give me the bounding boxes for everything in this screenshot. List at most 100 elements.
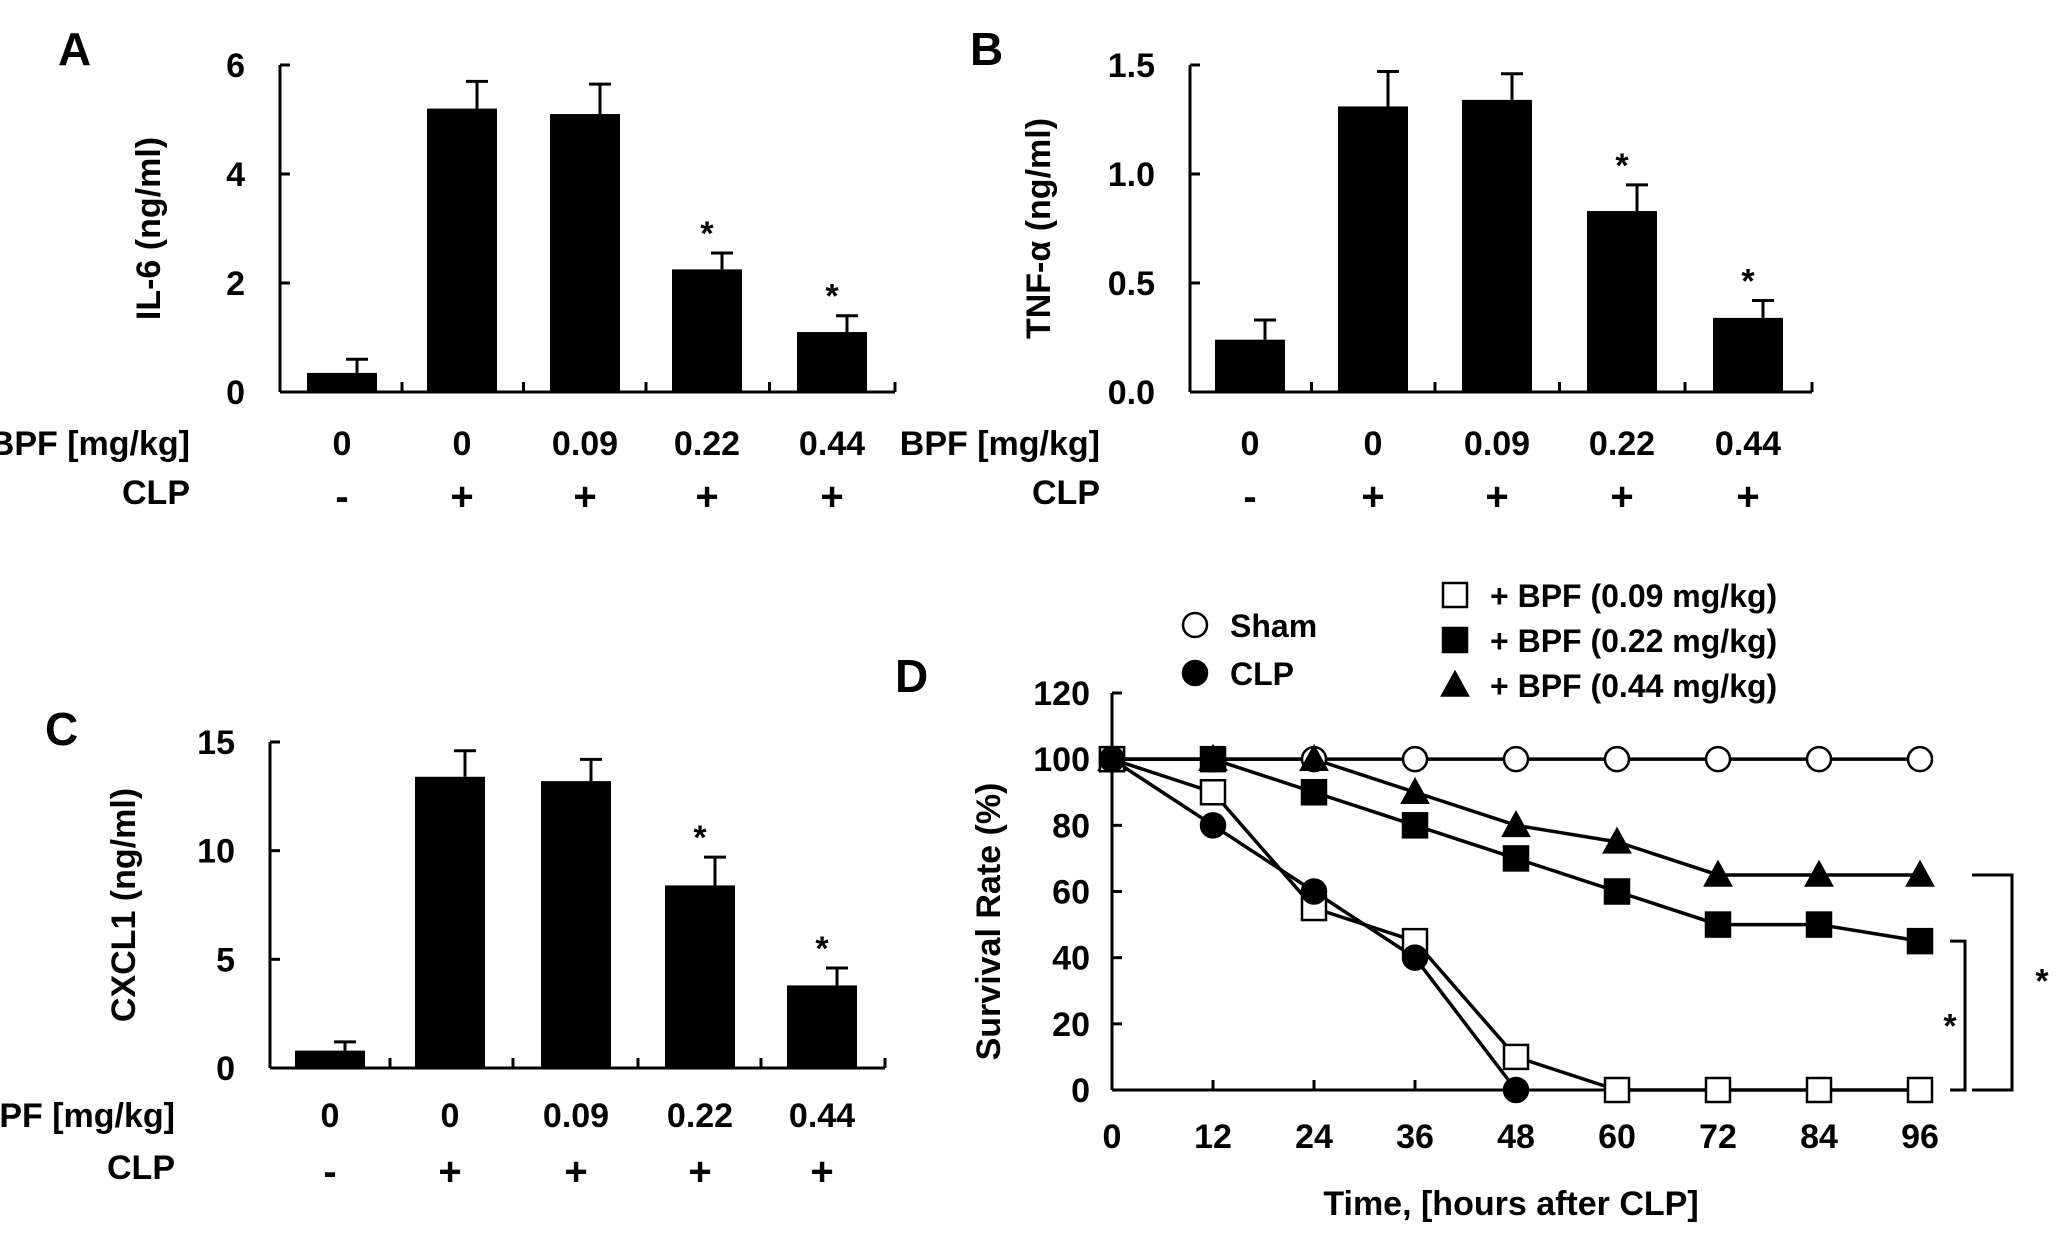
clp-status-label: + [695, 475, 718, 519]
bpf-dose-label: 0 [453, 425, 472, 463]
y-tick-label: 1.0 [1108, 156, 1155, 194]
x-axis-label: Time, [hours after CLP] [1323, 1185, 1698, 1223]
legend-label: CLP [1230, 656, 1294, 692]
significance-marker: * [1615, 147, 1629, 185]
data-point [1300, 779, 1328, 806]
bpf-dose-label: 0.44 [1715, 425, 1781, 463]
significance-marker: * [700, 215, 714, 253]
y-tick-label: 2 [226, 265, 245, 303]
y-tick-label: 15 [197, 724, 235, 762]
x-tick-label: 60 [1598, 1118, 1636, 1156]
data-point [1199, 812, 1227, 839]
bpf-dose-label: 0 [1364, 425, 1383, 463]
y-tick-label: 100 [1033, 741, 1090, 779]
bar [1215, 339, 1285, 392]
data-point [1501, 810, 1531, 838]
data-point [1502, 745, 1530, 773]
data-point [1703, 859, 1733, 887]
significance-marker: * [1943, 1008, 1957, 1046]
bar [1587, 211, 1657, 392]
bpf-dose-label: 0.22 [667, 1097, 733, 1135]
data-point [1098, 745, 1126, 773]
y-tick-label: 5 [216, 941, 235, 979]
data-point [1181, 659, 1209, 687]
y-axis-label: CXCL1 (ng/ml) [105, 788, 143, 1022]
data-point [1603, 878, 1631, 905]
y-axis-label: TNF-α (ng/ml) [1020, 118, 1058, 339]
significance-marker: * [2035, 962, 2049, 1000]
legend-label: + BPF (0.44 mg/kg) [1490, 668, 1777, 704]
y-tick-label: 1.5 [1108, 47, 1155, 85]
data-point [1299, 743, 1329, 771]
legend-label: + BPF (0.09 mg/kg) [1490, 578, 1777, 614]
y-tick-label: 60 [1052, 874, 1090, 912]
data-point [1603, 745, 1631, 773]
data-point [1198, 743, 1228, 771]
y-tick-label: 20 [1052, 1006, 1090, 1044]
clp-status-label: + [573, 475, 596, 519]
data-point [1300, 894, 1328, 922]
clp-status-label: + [438, 1150, 461, 1194]
bar [787, 985, 857, 1068]
bpf-dose-label: 0.44 [789, 1097, 855, 1135]
bar [295, 1050, 365, 1068]
data-point [1704, 1076, 1732, 1104]
data-point [1906, 745, 1934, 773]
y-tick-label: 120 [1033, 675, 1090, 713]
clp-status-label: + [820, 475, 843, 519]
data-point [1181, 611, 1209, 639]
panel-c-cxcl1-bar-chart: C 0 5 10 15 CXCL1 (ng/ml) 0 - 0 +0.09 + * 0.22 + * 0.44… [0, 703, 887, 1194]
clp-status-label: - [323, 1150, 336, 1194]
y-axis-label: Survival Rate (%) [970, 783, 1008, 1061]
bpf-row-label: BPF [mg/kg] [900, 425, 1100, 463]
clp-row-label: CLP [107, 1149, 175, 1187]
clp-status-label: + [1736, 475, 1759, 519]
x-tick-label: 36 [1396, 1118, 1434, 1156]
panel-b-tnf-bar-chart: B 0.0 0.5 1.0 1.5 TNF-α (ng/ml) 0 - 0 +0.09 + * 0.22… [900, 23, 1814, 519]
data-point [1401, 745, 1429, 773]
bpf-dose-label: 0.09 [1464, 425, 1530, 463]
clp-status-label: - [335, 475, 348, 519]
data-point [1602, 826, 1632, 854]
clp-status-label: - [1243, 475, 1256, 519]
y-tick-label: 6 [226, 47, 245, 85]
bpf-dose-label: 0 [321, 1097, 340, 1135]
significance-marker: * [693, 819, 707, 857]
clp-status-label: + [688, 1150, 711, 1194]
bpf-dose-label: 0.09 [543, 1097, 609, 1135]
y-tick-label: 80 [1052, 807, 1090, 845]
y-tick-label: 4 [226, 156, 245, 194]
bpf-dose-label: 0 [1241, 425, 1260, 463]
panel-letter: D [895, 650, 928, 702]
x-tick-label: 0 [1103, 1118, 1122, 1156]
data-point [1603, 1076, 1631, 1104]
y-tick-label: 0 [1071, 1072, 1090, 1110]
clp-status-label: + [810, 1150, 833, 1194]
bpf-dose-label: 0 [441, 1097, 460, 1135]
data-point [1906, 927, 1934, 955]
clp-status-label: + [1361, 475, 1384, 519]
clp-status-label: + [1610, 475, 1633, 519]
y-axis-label: IL-6 (ng/ml) [130, 137, 168, 320]
y-tick-label: 0.5 [1108, 265, 1155, 303]
data-point [1401, 944, 1429, 971]
x-tick-label: 96 [1901, 1118, 1939, 1156]
bar [797, 332, 867, 392]
significance-marker: * [825, 278, 839, 316]
data-point [1300, 878, 1328, 905]
data-point [1400, 776, 1430, 805]
significance-bracket [1950, 939, 1967, 1092]
bpf-row-label: BPF [mg/kg] [0, 1097, 175, 1135]
x-tick-label: 72 [1699, 1118, 1737, 1156]
data-point [1441, 581, 1469, 609]
bar [1338, 106, 1408, 393]
y-tick-label: 10 [197, 833, 235, 871]
y-tick-label: 0.0 [1108, 374, 1155, 412]
series-line [1111, 757, 1518, 1092]
x-tick-label: 24 [1295, 1118, 1333, 1156]
bar [550, 114, 620, 393]
legend-label: Sham [1230, 608, 1317, 644]
data-point [1704, 745, 1732, 773]
bpf-dose-label: 0.44 [799, 425, 865, 463]
data-point [1805, 745, 1833, 773]
